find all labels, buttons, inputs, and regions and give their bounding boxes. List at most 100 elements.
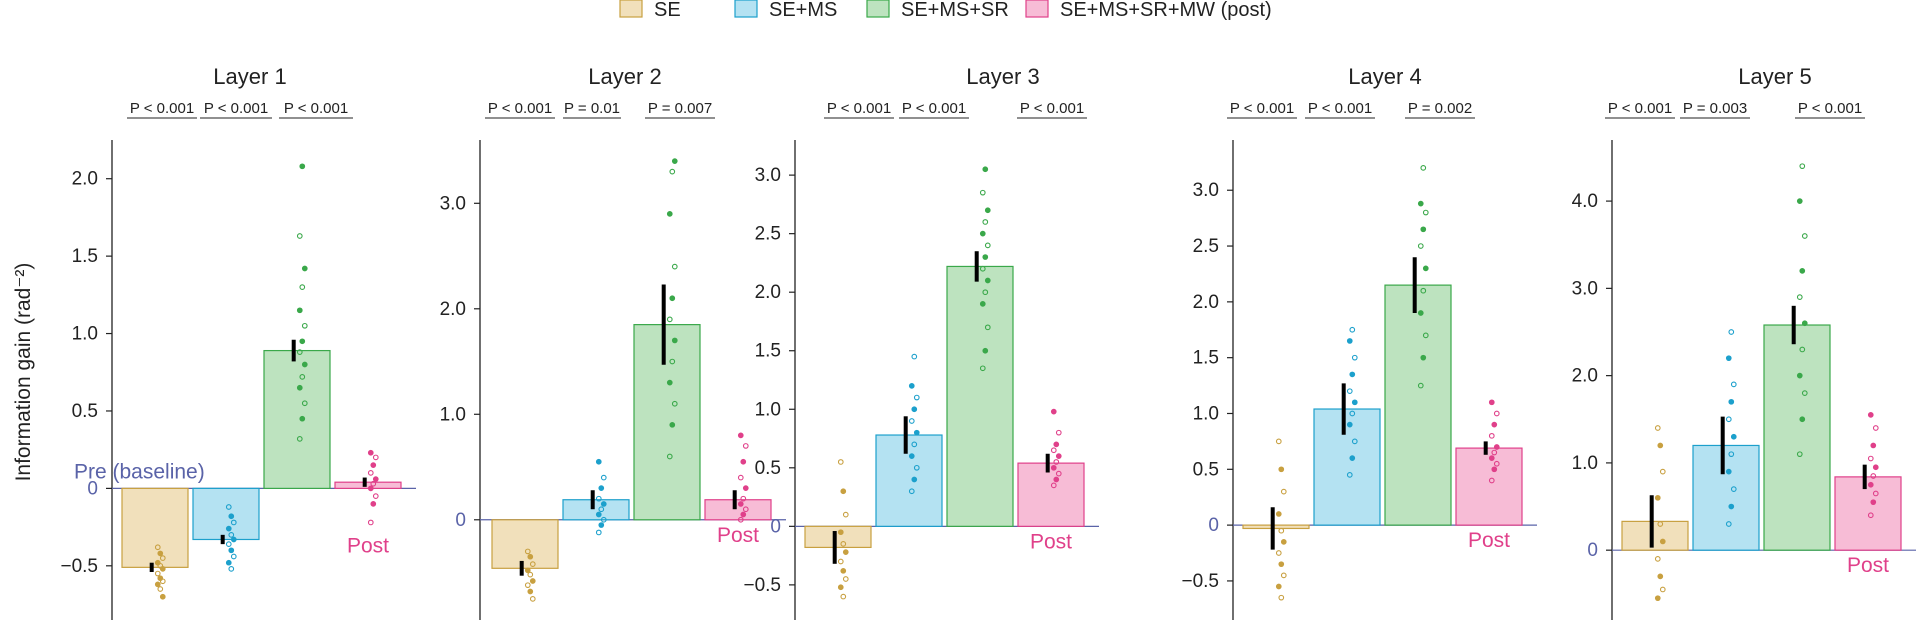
legend-label: SE+MS+SR+MW (post) bbox=[1060, 0, 1272, 21]
data-point bbox=[1351, 438, 1358, 445]
data-point bbox=[299, 415, 306, 422]
data-point bbox=[1053, 459, 1060, 465]
data-point bbox=[225, 504, 232, 510]
p-value-label: P < 0.001 bbox=[827, 100, 891, 117]
data-point bbox=[666, 379, 673, 386]
data-point bbox=[1278, 594, 1285, 601]
data-point bbox=[840, 488, 847, 495]
data-point bbox=[1053, 476, 1060, 483]
data-point bbox=[1654, 494, 1661, 501]
data-point bbox=[1659, 586, 1666, 593]
data-point bbox=[1728, 451, 1735, 458]
data-point bbox=[842, 576, 849, 582]
y-tick-label: 2.5 bbox=[755, 224, 781, 245]
data-point bbox=[737, 432, 744, 439]
legend: SE SE+MS SE+MS+SR SE+MS+SR+MW (post) bbox=[619, 0, 1272, 21]
p-value-label: P < 0.001 bbox=[1608, 100, 1672, 117]
data-point bbox=[1654, 556, 1661, 562]
data-point bbox=[1728, 398, 1735, 405]
bar bbox=[633, 324, 701, 521]
data-point bbox=[1796, 372, 1803, 379]
chart-title: Layer 3 bbox=[966, 64, 1039, 89]
bar bbox=[121, 487, 189, 568]
data-point bbox=[1420, 354, 1427, 361]
bar bbox=[562, 499, 630, 521]
data-point bbox=[1420, 165, 1427, 171]
data-point bbox=[1872, 464, 1879, 471]
data-point bbox=[1417, 200, 1424, 207]
bar bbox=[192, 487, 260, 541]
data-point bbox=[228, 547, 235, 554]
data-point bbox=[669, 295, 676, 302]
chart-title: Layer 5 bbox=[1738, 64, 1811, 89]
data-point bbox=[524, 567, 531, 574]
data-point bbox=[1346, 472, 1353, 478]
y-tick-label: 0 bbox=[87, 478, 98, 499]
data-point bbox=[666, 316, 673, 323]
data-point bbox=[1275, 583, 1282, 590]
data-point bbox=[159, 566, 166, 572]
data-point bbox=[1867, 481, 1874, 488]
data-point bbox=[600, 516, 607, 523]
data-point bbox=[299, 163, 306, 170]
p-value-label: P = 0.003 bbox=[1683, 100, 1747, 117]
data-point bbox=[837, 459, 844, 465]
data-point bbox=[370, 480, 377, 487]
p-value-label: P < 0.001 bbox=[1230, 100, 1294, 117]
data-point bbox=[367, 485, 374, 492]
data-point bbox=[908, 383, 915, 389]
data-point bbox=[225, 525, 232, 532]
data-point bbox=[1491, 466, 1498, 473]
data-point bbox=[908, 488, 915, 495]
data-point bbox=[154, 581, 161, 588]
data-point bbox=[299, 374, 306, 380]
data-point bbox=[1799, 163, 1806, 170]
data-point bbox=[595, 495, 602, 502]
data-point bbox=[669, 421, 676, 428]
post-label: Post bbox=[347, 534, 389, 557]
bar bbox=[263, 349, 331, 489]
chart-panel: Layer 4 P < 0.001 P < 0.001 P = 0.002 −0.5 0 0… bbox=[1181, 64, 1537, 620]
data-point bbox=[1275, 550, 1282, 556]
data-point bbox=[600, 474, 607, 481]
data-point bbox=[1801, 390, 1808, 396]
data-point bbox=[301, 265, 308, 272]
data-point bbox=[157, 550, 164, 557]
bar bbox=[1621, 520, 1689, 551]
data-point bbox=[671, 400, 678, 407]
data-point bbox=[1725, 416, 1732, 423]
data-point bbox=[157, 586, 164, 592]
data-point bbox=[1488, 455, 1495, 461]
data-point bbox=[157, 575, 164, 582]
p-value-label: P = 0.007 bbox=[648, 100, 712, 117]
bar bbox=[1763, 324, 1831, 551]
data-point bbox=[1493, 444, 1500, 450]
bar bbox=[1455, 447, 1523, 526]
data-point bbox=[840, 567, 847, 574]
data-point bbox=[1349, 371, 1356, 378]
data-point bbox=[1050, 464, 1057, 471]
data-point bbox=[1351, 399, 1358, 406]
y-tick-label: 2.0 bbox=[755, 282, 781, 303]
data-point bbox=[671, 158, 678, 164]
data-point bbox=[301, 322, 308, 329]
legend-label: SE+MS+SR bbox=[901, 0, 1009, 21]
bar bbox=[704, 499, 772, 521]
y-tick-label: 1.5 bbox=[1193, 348, 1219, 369]
data-point bbox=[842, 549, 849, 555]
data-point bbox=[982, 166, 989, 173]
p-value-label: P < 0.001 bbox=[284, 100, 348, 117]
data-point bbox=[598, 522, 605, 528]
post-label: Post bbox=[717, 524, 759, 547]
data-point bbox=[837, 584, 844, 591]
p-value-label: P = 0.002 bbox=[1408, 100, 1472, 117]
data-point bbox=[598, 485, 605, 491]
data-point bbox=[1493, 460, 1500, 467]
y-tick-label: −0.5 bbox=[1181, 571, 1219, 592]
data-point bbox=[524, 548, 531, 555]
p-value-label: P < 0.001 bbox=[902, 100, 966, 117]
data-point bbox=[1657, 521, 1664, 527]
data-point bbox=[742, 485, 749, 491]
data-point bbox=[230, 553, 237, 560]
